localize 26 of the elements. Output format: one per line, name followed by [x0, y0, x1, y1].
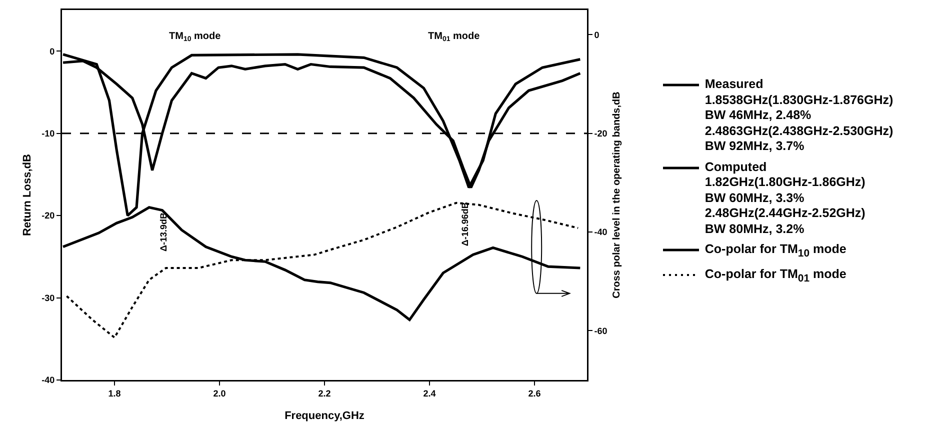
annotation: Δ-13.9dB: [158, 212, 168, 252]
x-axis-title: Frequency,GHz: [284, 410, 365, 422]
y2-tick-label: -40: [594, 227, 608, 238]
line-series: [66, 202, 580, 339]
y-tick-label: 0: [50, 46, 55, 56]
legend-label: Computed 1.82GHz(1.80GHz-1.86GHz) BW 60MHz, 3.3% 2.48GHz(2.44GHz-2.52GHz) BW 80MHz, 3.2%: [704, 160, 866, 238]
x-tick-label: 1.8: [108, 388, 121, 398]
y2-tick-label: 0: [594, 30, 600, 40]
y-tick-label: -30: [42, 292, 55, 303]
x-tick-label: 2.2: [318, 388, 331, 398]
y-tick-label: -40: [42, 375, 55, 386]
legend-label: Co-polar for TM$_{01}$ mode: [704, 267, 848, 287]
y2-tick-label: -60: [594, 326, 608, 336]
y2-tick-label: -20: [594, 128, 608, 138]
y-tick-label: -20: [42, 210, 55, 221]
x-tick-label: 2.4: [423, 388, 436, 398]
y-tick-label: -10: [42, 128, 55, 138]
legend-label: Measured 1.8538GHz(1.830GHz-1.876GHz) BW 46MHz, 2.48% 2.4863GHz(2.438GHz-2.530GHz) BW 92MHz, 3.7%: [704, 77, 894, 155]
x-tick-label: 2.0: [213, 388, 226, 398]
annotation: Δ-16.96dB: [460, 202, 470, 246]
annotation: TM$_{01}$ mode: [428, 31, 480, 44]
y2-axis-title: Cross polar level in the operating bands,dB: [612, 92, 623, 298]
legend-label: Co-polar for TM$_{10}$ mode: [704, 242, 848, 262]
y-axis-title: Return Loss,dB: [22, 154, 34, 236]
x-tick-label: 2.6: [528, 388, 541, 398]
annotation: TM$_{10}$ mode: [169, 31, 222, 44]
